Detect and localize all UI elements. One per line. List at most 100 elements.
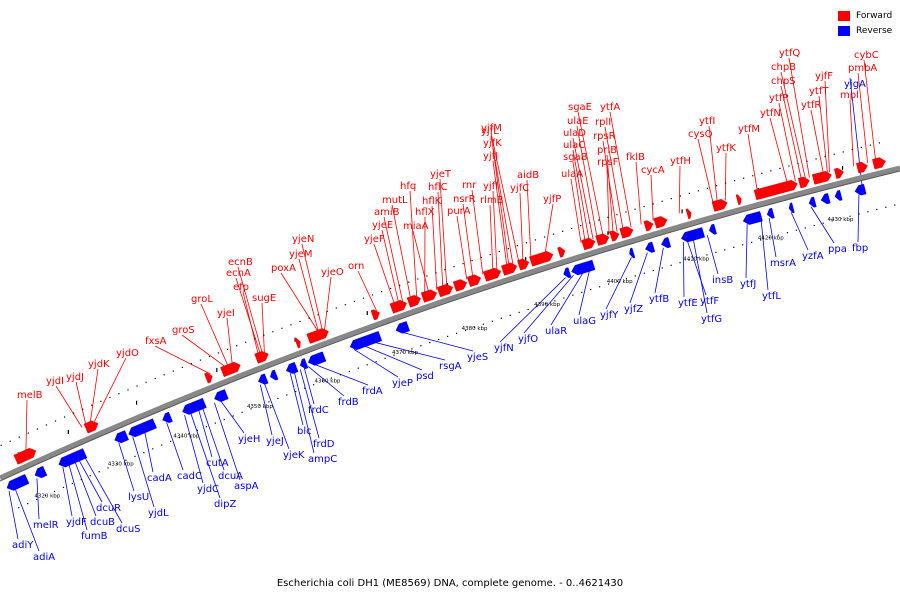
- forward-gene-arrow[interactable]: [220, 361, 241, 378]
- forward-gene-arrow[interactable]: [609, 230, 620, 242]
- reverse-gene-label[interactable]: yjdL: [148, 508, 169, 519]
- reverse-gene-arrow[interactable]: [854, 183, 867, 196]
- reverse-gene-label[interactable]: ulaG: [573, 316, 596, 327]
- reverse-gene-arrow[interactable]: [307, 351, 327, 366]
- forward-gene-arrow[interactable]: [711, 198, 728, 212]
- forward-gene-arrow[interactable]: [581, 237, 596, 251]
- forward-gene-label[interactable]: priB: [597, 145, 617, 156]
- forward-gene-label[interactable]: yjdI: [46, 376, 64, 387]
- reverse-gene-arrow[interactable]: [6, 474, 30, 491]
- forward-gene-arrow[interactable]: [595, 233, 610, 246]
- forward-gene-label[interactable]: ulaD: [563, 128, 586, 139]
- reverse-gene-label[interactable]: dcuR: [96, 503, 121, 514]
- forward-gene-label[interactable]: yjeE: [372, 220, 393, 231]
- reverse-gene-arrow[interactable]: [349, 331, 383, 351]
- forward-gene-arrow[interactable]: [466, 274, 482, 287]
- forward-gene-label[interactable]: rpsF: [597, 157, 619, 168]
- forward-gene-arrow[interactable]: [735, 194, 742, 206]
- reverse-gene-arrow[interactable]: [258, 373, 269, 385]
- forward-gene-label[interactable]: ecnA: [226, 268, 251, 279]
- forward-gene-arrow[interactable]: [517, 258, 530, 271]
- reverse-gene-arrow[interactable]: [680, 227, 705, 243]
- forward-gene-arrow[interactable]: [13, 447, 37, 465]
- forward-gene-label[interactable]: miaA: [403, 221, 429, 232]
- reverse-gene-arrow[interactable]: [214, 389, 229, 402]
- forward-gene-arrow[interactable]: [482, 267, 502, 282]
- reverse-gene-label[interactable]: ampC: [308, 454, 337, 465]
- forward-gene-label[interactable]: ytfR: [801, 100, 821, 111]
- forward-gene-arrow[interactable]: [452, 279, 468, 292]
- forward-gene-label[interactable]: ulaA: [561, 169, 583, 180]
- reverse-gene-arrow[interactable]: [270, 369, 279, 381]
- forward-gene-label[interactable]: hfq: [400, 181, 416, 192]
- forward-gene-label[interactable]: pmbA: [848, 63, 877, 74]
- forward-gene-label[interactable]: rnr: [462, 180, 477, 191]
- forward-gene-arrow[interactable]: [254, 350, 269, 364]
- forward-gene-label[interactable]: hflX: [415, 207, 435, 218]
- reverse-gene-label[interactable]: dcuB: [90, 517, 115, 528]
- reverse-gene-label[interactable]: ytfG: [701, 314, 722, 325]
- reverse-gene-label[interactable]: fumB: [81, 531, 108, 542]
- forward-gene-label[interactable]: yjfM: [481, 123, 502, 134]
- forward-gene-arrow[interactable]: [653, 216, 668, 229]
- reverse-gene-label[interactable]: frdC: [308, 405, 329, 416]
- forward-gene-label[interactable]: hflC: [428, 182, 448, 193]
- forward-gene-label[interactable]: ytfQ: [779, 48, 800, 59]
- reverse-gene-label[interactable]: yjeH: [238, 434, 260, 445]
- forward-gene-arrow[interactable]: [83, 420, 99, 434]
- reverse-gene-label[interactable]: ytfL: [762, 291, 781, 302]
- forward-gene-arrow[interactable]: [833, 167, 844, 179]
- forward-gene-label[interactable]: fklB: [626, 152, 645, 163]
- forward-gene-label[interactable]: yjdO: [116, 348, 139, 359]
- forward-gene-label[interactable]: ecnB: [228, 257, 253, 268]
- forward-gene-arrow[interactable]: [406, 295, 422, 308]
- forward-gene-label[interactable]: purA: [447, 206, 471, 217]
- forward-gene-label[interactable]: yjeO: [321, 267, 344, 278]
- reverse-gene-arrow[interactable]: [820, 193, 831, 205]
- forward-gene-label[interactable]: orn: [348, 261, 364, 272]
- reverse-gene-label[interactable]: dcuA: [218, 471, 243, 482]
- reverse-gene-arrow[interactable]: [661, 237, 672, 249]
- forward-gene-label[interactable]: yjfL: [481, 126, 499, 137]
- forward-gene-label[interactable]: cysQ: [688, 129, 713, 140]
- forward-gene-arrow[interactable]: [204, 372, 213, 384]
- forward-gene-label[interactable]: yjfJ: [483, 151, 498, 162]
- reverse-gene-label[interactable]: frdD: [313, 439, 335, 450]
- forward-gene-label[interactable]: sgaE: [568, 102, 592, 113]
- forward-gene-arrow[interactable]: [753, 179, 798, 201]
- forward-gene-label[interactable]: amiB: [374, 207, 400, 218]
- reverse-gene-label[interactable]: blc: [297, 426, 312, 437]
- forward-gene-label[interactable]: ytfN: [760, 108, 781, 119]
- reverse-gene-label[interactable]: yjeS: [467, 352, 488, 363]
- forward-gene-arrow[interactable]: [619, 226, 634, 239]
- reverse-gene-arrow[interactable]: [571, 259, 596, 276]
- reverse-gene-label[interactable]: ulaR: [545, 326, 567, 337]
- forward-gene-label[interactable]: groS: [172, 325, 195, 336]
- reverse-gene-arrow[interactable]: [34, 465, 48, 479]
- reverse-gene-label[interactable]: msrA: [770, 258, 796, 269]
- reverse-gene-arrow[interactable]: [299, 358, 309, 370]
- reverse-gene-label[interactable]: adiA: [33, 552, 55, 563]
- forward-gene-label[interactable]: mutL: [382, 195, 408, 206]
- forward-gene-label[interactable]: ulaC: [563, 140, 585, 151]
- forward-gene-arrow[interactable]: [294, 337, 301, 349]
- forward-gene-label[interactable]: ulaE: [567, 116, 589, 127]
- forward-gene-label[interactable]: rplI: [595, 117, 611, 128]
- forward-gene-label[interactable]: nsrR: [453, 194, 476, 205]
- forward-gene-arrow[interactable]: [811, 170, 832, 185]
- reverse-gene-label[interactable]: ppa: [828, 244, 847, 255]
- reverse-gene-label[interactable]: yjfO: [518, 334, 538, 345]
- reverse-gene-label[interactable]: yzfA: [802, 251, 824, 262]
- forward-gene-arrow[interactable]: [420, 289, 438, 303]
- reverse-gene-arrow[interactable]: [58, 448, 88, 468]
- forward-gene-label[interactable]: yjdJ: [66, 372, 84, 383]
- reverse-gene-label[interactable]: ytfF: [700, 296, 719, 307]
- forward-gene-label[interactable]: yjfK: [483, 138, 502, 149]
- reverse-gene-arrow[interactable]: [645, 241, 656, 253]
- reverse-gene-arrow[interactable]: [742, 211, 763, 225]
- reverse-gene-arrow[interactable]: [182, 397, 207, 415]
- forward-gene-arrow[interactable]: [501, 262, 518, 276]
- reverse-gene-label[interactable]: fbp: [852, 243, 868, 254]
- reverse-gene-label[interactable]: dcuS: [116, 524, 141, 535]
- reverse-gene-arrow[interactable]: [563, 267, 572, 279]
